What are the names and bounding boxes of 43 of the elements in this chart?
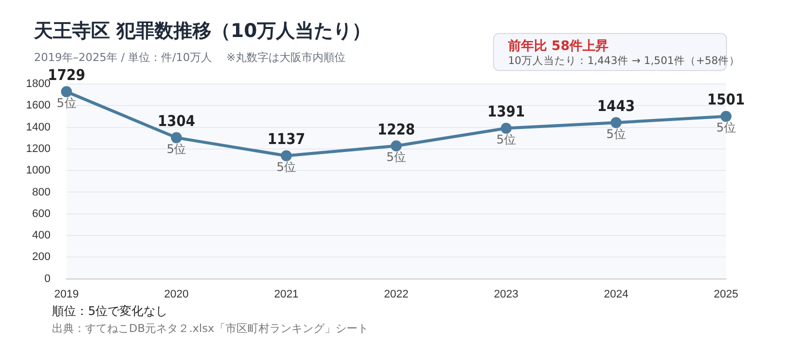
y-tick-label: 1600 <box>26 100 50 112</box>
point <box>720 110 732 122</box>
y-tick-label: 600 <box>32 208 50 220</box>
point <box>610 117 622 128</box>
y-tick-label: 1800 <box>26 78 50 90</box>
annotation: 5位 <box>56 96 76 110</box>
y-tick-label: 800 <box>32 186 50 198</box>
data-label: 1391 <box>487 102 525 121</box>
source-note: 出典：すてねこDB元ネタ２.xlsx「市区町村ランキング」シート <box>52 321 368 336</box>
annotation: 5位 <box>386 150 406 164</box>
data-label: 1228 <box>377 120 416 138</box>
y-tick-label: 0 <box>44 272 50 285</box>
annotation: 5位 <box>276 160 296 174</box>
x-tick-label: 2020 <box>164 288 189 300</box>
text: 前年比 58件上昇 <box>508 38 609 55</box>
chart-title: 天王寺区 犯罪数推移（10万人当たり） <box>34 19 372 44</box>
data-label: 1443 <box>597 97 635 116</box>
data-label: 1137 <box>268 130 306 148</box>
point <box>60 86 72 98</box>
point <box>280 150 292 162</box>
text: 10万人当たり：1,443件 → 1,501件（+58件） <box>508 54 740 68</box>
x-tick-label: 2025 <box>714 288 738 300</box>
annotation: 5位 <box>166 142 186 156</box>
y-tick-label: 1000 <box>26 164 50 177</box>
data-label: 1501 <box>707 90 745 109</box>
x-tick-label: 2021 <box>274 288 299 300</box>
point <box>500 122 512 134</box>
text: 順位：5位で変化なし <box>52 303 168 320</box>
annotation: 5位 <box>606 126 626 141</box>
annotation: 5位 <box>496 132 516 146</box>
point <box>170 132 182 144</box>
x-tick-label: 2019 <box>54 288 79 300</box>
data-label: 1304 <box>158 112 196 130</box>
x-tick-label: 2023 <box>494 288 518 300</box>
x-tick-label: 2022 <box>384 288 408 300</box>
point <box>390 140 402 152</box>
y-tick-label: 1200 <box>26 142 50 155</box>
x-tick-label: 2024 <box>604 288 628 300</box>
y-tick-label: 1400 <box>26 121 50 134</box>
chart-subtitle: 2019年–2025年 / 単位：件/10万人 ※丸数字は大阪市内順位 <box>34 50 346 65</box>
y-tick-label: 400 <box>32 230 50 242</box>
y-tick-label: 200 <box>32 251 50 264</box>
annotation: 5位 <box>716 120 736 134</box>
